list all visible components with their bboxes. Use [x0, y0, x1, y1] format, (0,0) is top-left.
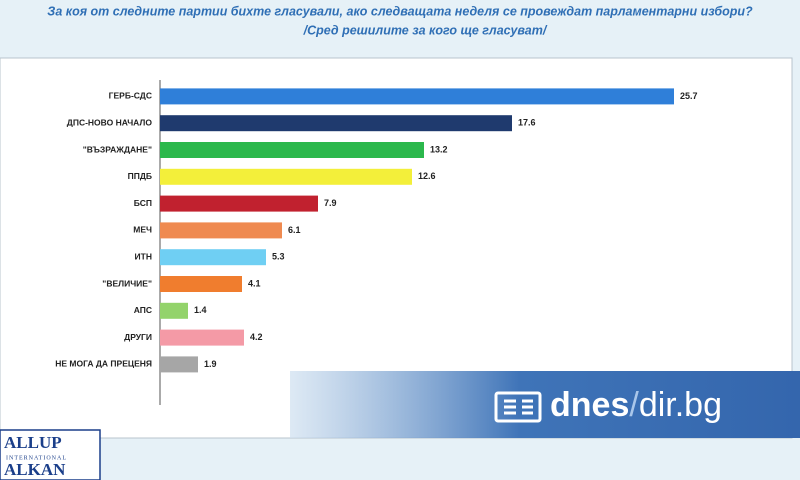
bar	[160, 356, 198, 373]
category-label: МЕЧ	[133, 225, 152, 235]
logo-text: INTERNATIONAL	[6, 455, 67, 461]
category-label: ГЕРБ-СДС	[109, 91, 152, 101]
category-label: НЕ МОГА ДА ПРЕЦЕНЯ	[55, 359, 152, 369]
value-label: 4.2	[250, 332, 263, 342]
chart-title: За коя от следните партии бихте гласувал…	[47, 4, 753, 18]
category-label: БСП	[134, 198, 152, 208]
value-label: 1.9	[204, 359, 217, 369]
value-label: 5.3	[272, 252, 285, 262]
bar	[160, 329, 244, 346]
brand-name: dnes	[550, 386, 629, 424]
chart-subtitle: /Сред решилите за кого ще гласуват/	[303, 23, 548, 37]
bar	[160, 222, 282, 239]
bar	[160, 88, 674, 105]
value-label: 7.9	[324, 198, 337, 208]
value-label: 1.4	[194, 305, 207, 315]
bar	[160, 249, 266, 266]
overlay-banner: dnes/dir.bg	[290, 371, 800, 438]
brand-slash: /	[629, 386, 639, 424]
category-label: ППДБ	[128, 171, 152, 181]
logo-text: ALKAN	[4, 460, 66, 479]
category-label: ИТН	[135, 251, 152, 261]
value-label: 17.6	[518, 118, 536, 128]
banner	[290, 371, 800, 438]
bar	[160, 276, 242, 292]
bar	[160, 115, 512, 132]
brand-domain: dir.bg	[639, 386, 722, 424]
news-icon	[494, 391, 542, 423]
category-label: ДРУГИ	[124, 332, 152, 342]
value-label: 4.1	[248, 278, 261, 288]
logo: ALLUP INTERNATIONAL ALKAN	[0, 429, 101, 480]
category-label: ДПС-НОВО НАЧАЛО	[67, 117, 153, 127]
category-label: "ВЕЛИЧИЕ"	[102, 278, 152, 288]
bar	[160, 168, 412, 185]
bar	[160, 302, 188, 319]
category-label: "ВЪЗРАЖДАНЕ"	[83, 144, 152, 154]
bars: ГЕРБ-СДС 25.7 ДПС-НОВО НАЧАЛО 17.6 "ВЪЗРАЖДА…	[55, 88, 698, 373]
bar	[160, 142, 424, 158]
value-label: 6.1	[288, 225, 301, 235]
brand: dnes/dir.bg	[550, 386, 722, 424]
value-label: 13.2	[430, 144, 448, 154]
value-label: 25.7	[680, 91, 698, 101]
logo-box	[0, 429, 101, 480]
value-label: 12.6	[418, 171, 436, 181]
logo-text: ALLUP	[4, 433, 62, 452]
category-label: АПС	[134, 305, 152, 315]
bar	[160, 195, 318, 212]
